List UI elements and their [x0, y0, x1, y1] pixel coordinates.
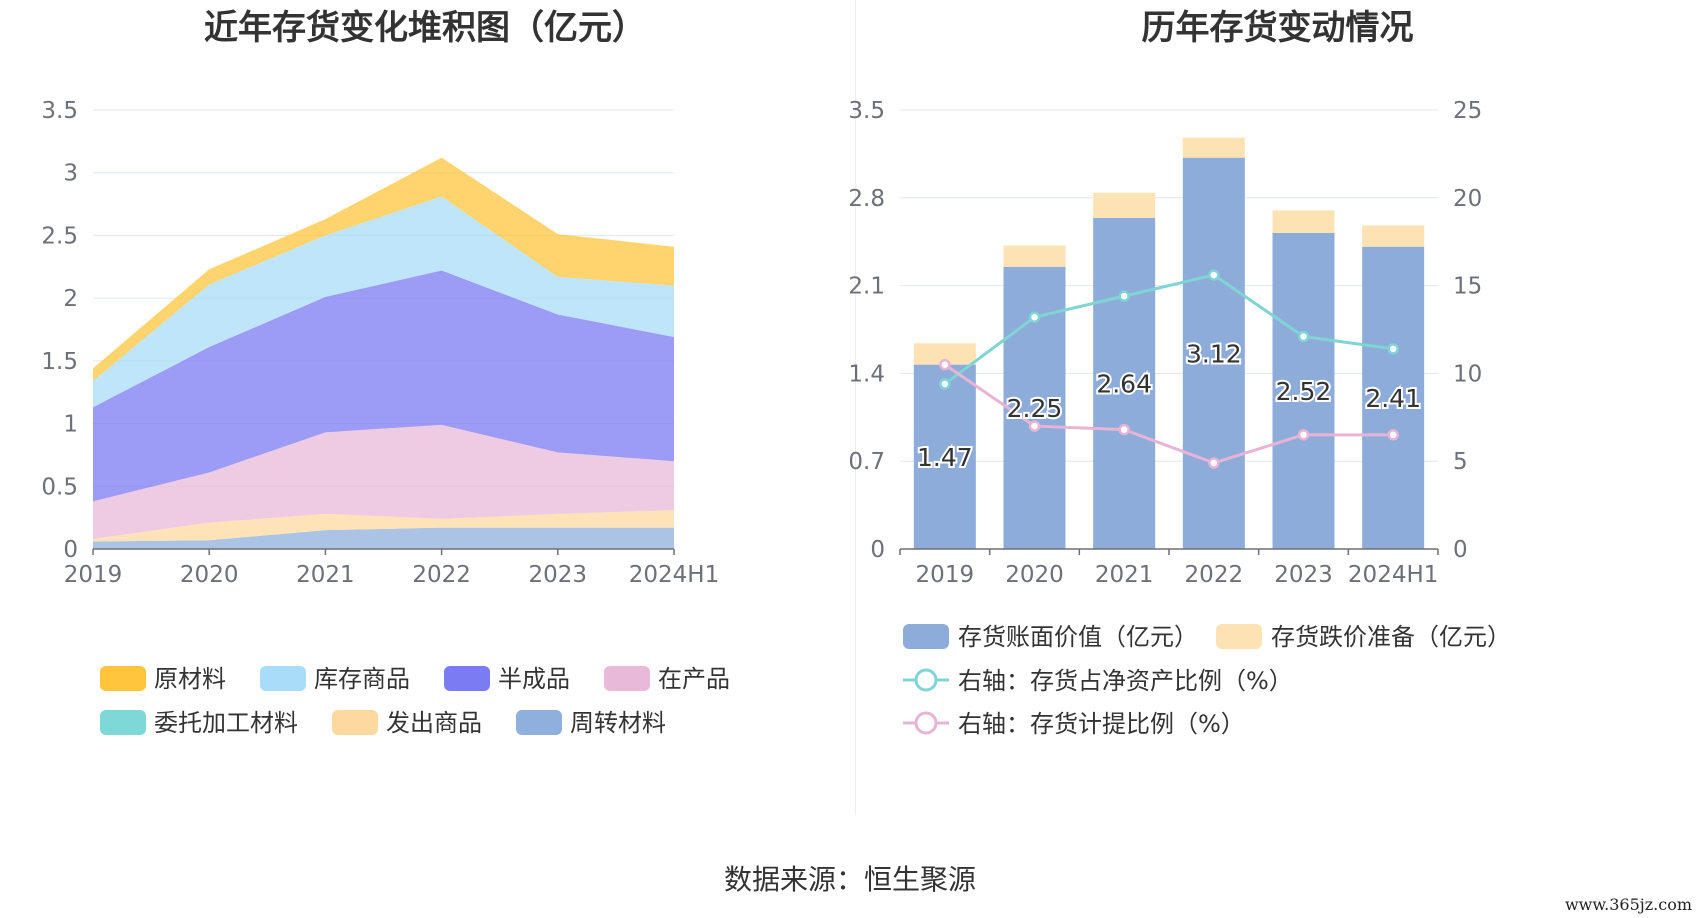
- legend-line-marker: [914, 711, 938, 735]
- bar-1: [1182, 137, 1245, 158]
- right-y-left-tick-label: 2.1: [848, 274, 885, 300]
- left-y-tick-label: 0.5: [41, 474, 78, 500]
- left-x-tick-label: 2024H1: [629, 562, 719, 588]
- left-y-tick-label: 0: [63, 537, 78, 563]
- watermark: www.365jz.com: [1564, 895, 1692, 914]
- legend-swatch: [100, 666, 146, 691]
- line-point-1: [939, 358, 951, 371]
- left-y-tick-label: 2: [63, 286, 78, 312]
- bar-value-label: 1.47: [917, 443, 973, 472]
- bar-value-label: 2.64: [1096, 369, 1152, 398]
- legend-swatch: [516, 710, 562, 735]
- left-chart-title: 近年存货变化堆积图（亿元）: [204, 8, 646, 48]
- right-y-right-tick-label: 0: [1453, 537, 1468, 563]
- right-x-tick-label: 2024H1: [1348, 562, 1438, 588]
- left-x-tick-label: 2020: [180, 562, 239, 588]
- line-point-0: [1387, 343, 1399, 355]
- bar-1: [1272, 210, 1335, 233]
- right-x-tick-label: 2019: [916, 562, 975, 588]
- right-y-left-tick-label: 0.7: [848, 449, 885, 475]
- left-x-tick-label: 2021: [296, 562, 355, 588]
- legend-label: 半成品: [498, 665, 570, 693]
- area-0: [93, 527, 674, 549]
- right-y-right-tick-label: 25: [1453, 98, 1482, 124]
- left-x-tick-label: 2023: [529, 562, 588, 588]
- bar-value-label: 2.41: [1365, 384, 1421, 413]
- right-y-left-tick-label: 2.8: [848, 186, 885, 212]
- area-5: [93, 196, 674, 408]
- left-x-tick-label: 2019: [64, 562, 123, 588]
- line-point-1: [1387, 429, 1399, 441]
- bar-1: [1093, 192, 1156, 218]
- bar-0: [1093, 217, 1156, 549]
- left-y-tick-label: 2.5: [41, 223, 78, 249]
- line-point-1: [1028, 420, 1041, 432]
- legend-label: 周转材料: [570, 709, 666, 737]
- legend-label: 发出商品: [386, 709, 482, 737]
- legend-label: 存货账面价值（亿元）: [958, 623, 1198, 651]
- right-x-tick-label: 2023: [1274, 562, 1333, 588]
- line-point-0: [939, 378, 951, 390]
- right-y-left-tick-label: 0: [870, 537, 885, 563]
- bar-value-label: 2.52: [1276, 377, 1332, 406]
- legend-swatch: [1216, 624, 1262, 649]
- legend-swatch: [100, 710, 146, 735]
- bar-1: [1003, 245, 1066, 267]
- bar-0: [1362, 246, 1425, 549]
- bar-0: [913, 364, 976, 549]
- bar-1: [1362, 225, 1425, 247]
- line-point-0: [1118, 290, 1130, 302]
- bar-0: [1182, 157, 1245, 550]
- legend-label: 库存商品: [314, 665, 410, 693]
- legend-label: 原材料: [154, 665, 226, 693]
- area-6: [93, 157, 674, 381]
- right-x-tick-label: 2022: [1185, 562, 1244, 588]
- legend-label: 右轴：存货占净资产比例（%）: [958, 667, 1293, 695]
- area-3: [93, 424, 674, 539]
- right-y-right-tick-label: 5: [1453, 449, 1468, 475]
- right-y-right-tick-label: 15: [1453, 274, 1482, 300]
- line-point-0: [1028, 311, 1041, 323]
- line-0: [943, 273, 1394, 386]
- legend-swatch: [332, 710, 378, 735]
- right-y-right-tick-label: 20: [1453, 186, 1482, 212]
- legend-swatch: [260, 666, 306, 691]
- legend-label: 在产品: [658, 665, 730, 693]
- right-x-tick-label: 2020: [1005, 562, 1064, 588]
- line-point-0: [1297, 330, 1310, 343]
- left-y-tick-label: 1.5: [41, 349, 78, 375]
- right-x-tick-label: 2021: [1095, 562, 1154, 588]
- line-point-1: [1208, 457, 1220, 469]
- legend-swatch: [903, 624, 949, 649]
- right-y-left-tick-label: 1.4: [848, 361, 885, 387]
- bar-value-label: 3.12: [1186, 339, 1242, 368]
- line-point-0: [1208, 269, 1220, 281]
- line-1: [943, 363, 1394, 465]
- line-point-1: [1118, 423, 1130, 436]
- legend-swatch: [444, 666, 490, 691]
- bar-1: [913, 343, 976, 365]
- line-point-1: [1297, 429, 1310, 441]
- right-y-left-tick-label: 3.5: [848, 98, 885, 124]
- legend-label: 存货跌价准备（亿元）: [1271, 623, 1511, 651]
- left-y-tick-label: 1: [63, 412, 78, 438]
- bar-value-label: 2.25: [1007, 394, 1063, 423]
- left-x-tick-label: 2022: [412, 562, 471, 588]
- bar-0: [1272, 232, 1335, 550]
- data-source-note: 数据来源：恒生聚源: [723, 863, 976, 896]
- right-y-right-tick-label: 10: [1453, 361, 1482, 387]
- area-4: [93, 270, 674, 502]
- legend-label: 右轴：存货计提比例（%）: [958, 710, 1245, 738]
- legend-line-marker: [914, 668, 938, 692]
- panel-divider: [855, 0, 856, 815]
- left-y-tick-label: 3.5: [41, 98, 78, 124]
- legend-label: 委托加工材料: [154, 709, 298, 737]
- legend-swatch: [604, 666, 650, 691]
- right-chart-title: 历年存货变动情况: [1141, 8, 1414, 48]
- area-1: [93, 510, 674, 542]
- left-y-tick-label: 3: [63, 161, 78, 187]
